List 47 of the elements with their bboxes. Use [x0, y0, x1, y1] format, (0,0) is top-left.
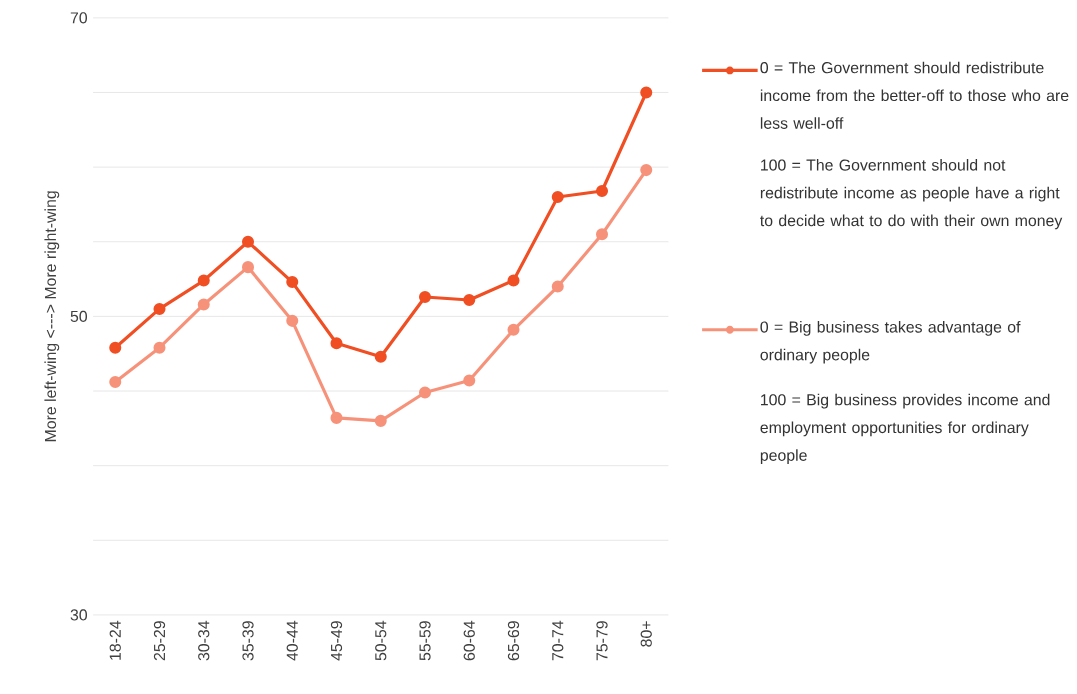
point	[418, 386, 432, 399]
point	[197, 298, 210, 311]
x-tick-label: 40-44	[286, 620, 298, 661]
x-tick-label: 55-59	[419, 621, 431, 661]
x-tick-label: 80+	[640, 621, 652, 647]
x-tick-label: 65-69	[507, 621, 520, 661]
x-tick-label: 25-29	[153, 621, 166, 661]
x-tick-label: 60-64	[463, 620, 475, 661]
legend-label: 0 = The Government should redistribute income from the better-off to those who are less well-off	[760, 61, 1069, 129]
point	[197, 274, 210, 287]
legend-label: 0 = Big business takes advantage of ordinary people	[760, 320, 1021, 364]
point	[374, 350, 387, 363]
point	[153, 341, 166, 354]
text: 100 = The Government should not redistribute income as people have a right to decide what to do with their own money	[760, 158, 1063, 230]
x-tick-label: 50-54	[375, 620, 387, 661]
point	[286, 314, 299, 327]
y-axis-title: More left-wing <---> More right-wing	[44, 191, 60, 442]
x-tick-label: 18-24	[109, 620, 121, 660]
y-tick-label: 30	[70, 609, 88, 621]
point	[109, 375, 122, 388]
point	[418, 290, 432, 303]
point	[595, 228, 609, 241]
point	[463, 293, 476, 306]
text: 100 = Big business provides income and employment opportunities for ordinary people	[760, 393, 1050, 464]
point	[507, 274, 520, 287]
x-tick-label: 45-49	[330, 621, 343, 661]
x-tick-label: 70-74	[552, 620, 564, 661]
y-tick-label: 70	[70, 12, 88, 24]
x-tick-label: 30-34	[198, 620, 210, 661]
point	[507, 323, 520, 336]
point	[241, 260, 255, 274]
point	[286, 275, 299, 288]
point	[241, 235, 255, 248]
point	[153, 302, 166, 315]
y-tick-label: 50	[70, 310, 88, 322]
point	[551, 190, 564, 203]
point	[463, 374, 476, 387]
point	[595, 184, 609, 197]
x-tick-label: 35-39	[242, 621, 254, 661]
point	[374, 414, 387, 427]
point	[551, 280, 564, 293]
point	[109, 341, 122, 354]
point	[330, 411, 343, 424]
x-tick-label: 75-79	[596, 621, 608, 661]
point	[640, 163, 653, 176]
point	[330, 337, 343, 350]
point	[640, 86, 653, 99]
